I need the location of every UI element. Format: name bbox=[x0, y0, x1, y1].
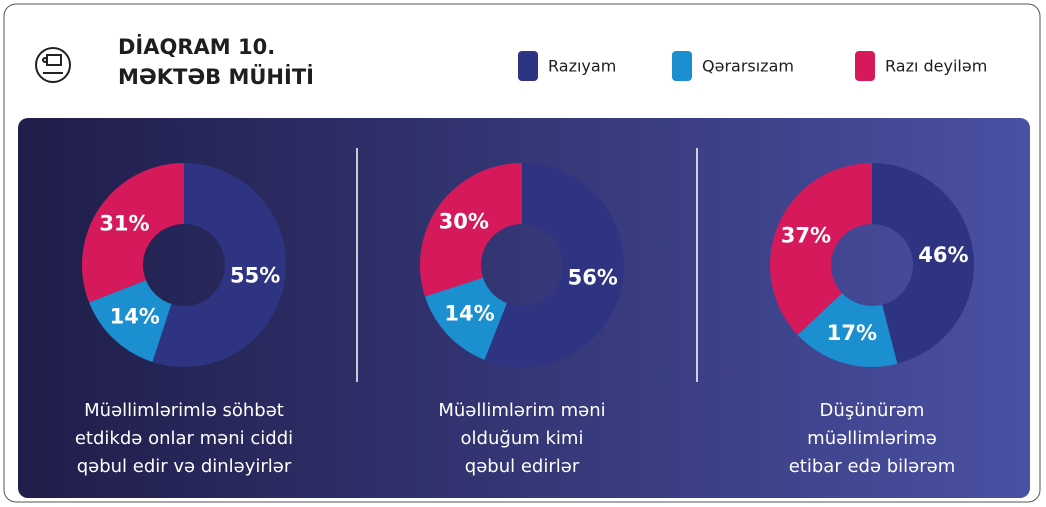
donut-slice bbox=[424, 277, 507, 360]
legend-swatch bbox=[518, 51, 538, 81]
donut-slice bbox=[420, 163, 522, 297]
chart-caption: olduğum kimi bbox=[461, 428, 584, 449]
value-label: 56% bbox=[568, 265, 618, 289]
donut-slice bbox=[484, 163, 624, 367]
value-label: 14% bbox=[110, 304, 160, 328]
value-label: 30% bbox=[439, 210, 489, 234]
chart-caption: etdikdə onlar məni ciddi bbox=[75, 428, 293, 449]
donut-slice bbox=[797, 293, 898, 367]
header-title: MƏKTƏB MÜHİTİ bbox=[118, 64, 314, 89]
chart-caption: etibar edə bilərəm bbox=[789, 456, 956, 477]
legend-swatch bbox=[672, 51, 692, 81]
legend-swatch bbox=[855, 51, 875, 81]
chart-caption: qəbul edir və dinləyirlər bbox=[77, 456, 292, 477]
chart-caption: qəbul edirlər bbox=[465, 456, 580, 477]
legend-label: Razıyam bbox=[548, 57, 616, 76]
legend-label: Qərarsızam bbox=[702, 57, 794, 76]
donut-slice bbox=[770, 163, 872, 335]
value-label: 14% bbox=[444, 301, 494, 325]
legend-label: Razı deyiləm bbox=[885, 57, 987, 76]
donut-slice bbox=[82, 163, 184, 303]
donut-slice bbox=[872, 163, 975, 364]
value-label: 17% bbox=[827, 321, 877, 345]
chart-caption: Müəllimlərim məni bbox=[438, 400, 605, 421]
chart-caption: müəllimlərimə bbox=[807, 428, 937, 449]
chart-caption: Müəllimlərimlə söhbət bbox=[84, 400, 284, 421]
donut-slice bbox=[152, 163, 287, 368]
value-label: 37% bbox=[781, 223, 831, 247]
donut-slice bbox=[89, 280, 172, 363]
value-label: 31% bbox=[99, 212, 149, 236]
chart-caption: Düşünürəm bbox=[820, 400, 925, 421]
header-title: DİAQRAM 10. bbox=[118, 34, 275, 59]
icon bbox=[35, 47, 71, 83]
value-label: 46% bbox=[918, 243, 968, 267]
value-label: 55% bbox=[230, 263, 280, 287]
